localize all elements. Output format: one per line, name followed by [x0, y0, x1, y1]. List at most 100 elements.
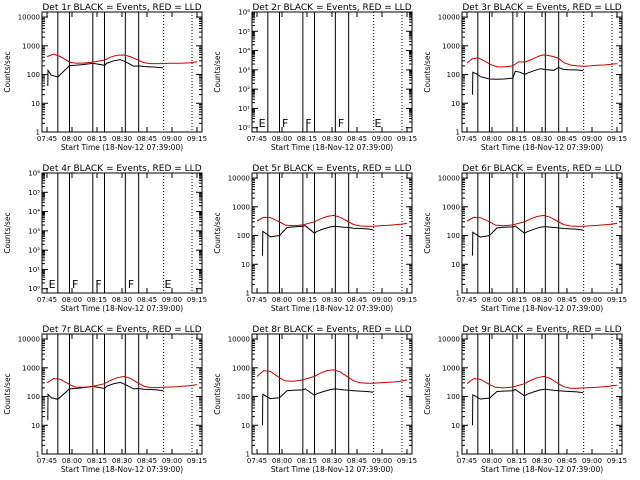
- panel-title: Det 2r BLACK = Events, RED = LLD: [252, 3, 411, 13]
- y-tick-label: 10: [241, 422, 250, 430]
- x-tick-label: 08:45: [347, 457, 367, 465]
- x-tick-label: 07:45: [247, 135, 267, 143]
- y-tick-label: 1: [36, 129, 40, 137]
- plot-frame: [41, 172, 203, 294]
- x-tick-label: 08:45: [557, 457, 577, 465]
- x-tick-label: 08:00: [482, 135, 502, 143]
- series-events: [472, 225, 584, 256]
- y-tick-label: 10³: [28, 227, 40, 235]
- panel-title: Det 4r BLACK = Events, RED = LLD: [42, 164, 201, 174]
- panel-det-1r: Det 1r BLACK = Events, RED = LLD 07:45 08:…: [3, 3, 207, 152]
- series-group: [466, 54, 618, 95]
- series-lld: [46, 53, 198, 65]
- panel-title: Det 8r BLACK = Events, RED = LLD: [252, 325, 411, 335]
- plot-frame: [41, 333, 203, 455]
- panel-det-5r: Det 5r BLACK = Events, RED = LLD 07:45 08:…: [213, 164, 417, 313]
- panel-det-6r: Det 6r BLACK = Events, RED = LLD 07:45 08:…: [423, 164, 627, 313]
- x-tick-label: 08:15: [297, 135, 317, 143]
- event-marker: F: [72, 278, 78, 291]
- y-tick-label: 10⁴: [28, 208, 40, 216]
- event-marker: F: [305, 117, 311, 130]
- series-lld: [256, 369, 408, 384]
- x-tick-label: 08:45: [557, 296, 577, 304]
- x-tick-label: 08:45: [557, 135, 577, 143]
- event-marker: F: [282, 117, 288, 130]
- event-marker: E: [49, 278, 56, 291]
- x-tick-label: 07:45: [247, 296, 267, 304]
- panel-det-3r: Det 3r BLACK = Events, RED = LLD 07:45 08:…: [423, 3, 627, 152]
- y-tick-label: 10¹: [28, 266, 40, 274]
- y-tick-label: 10⁶: [28, 170, 40, 178]
- y-tick-label: 10000: [228, 336, 250, 344]
- series-events: [472, 66, 584, 95]
- x-tick-label: 08:15: [87, 135, 107, 143]
- series-events: [262, 225, 374, 256]
- y-tick-label: 1: [456, 290, 460, 298]
- x-axis-label: Start Time (18-Nov-12 07:39:00): [61, 143, 183, 152]
- y-tick-label: 10: [451, 100, 460, 108]
- y-tick-label: 10000: [18, 336, 40, 344]
- x-tick-label: 08:45: [137, 296, 157, 304]
- x-tick-label: 07:45: [457, 457, 477, 465]
- series-events: [472, 388, 584, 426]
- x-tick-label: 09:00: [582, 457, 602, 465]
- y-tick-label: 1: [246, 290, 250, 298]
- plot-frame: [251, 11, 413, 133]
- plot-frame: [41, 11, 203, 133]
- y-tick-label: 1000: [22, 364, 40, 372]
- x-tick-label: 08:30: [532, 135, 552, 143]
- x-tick-label: 08:15: [507, 457, 527, 465]
- x-tick-label: 08:30: [112, 135, 132, 143]
- y-tick-label: 1: [456, 451, 460, 459]
- x-tick-label: 08:00: [272, 457, 292, 465]
- x-axis-label: Start Time (18-Nov-12 07:39:00): [481, 143, 603, 152]
- x-tick-label: 08:00: [272, 296, 292, 304]
- y-tick-label: 100: [27, 71, 40, 79]
- panel-title: Det 3r BLACK = Events, RED = LLD: [462, 3, 621, 13]
- x-axis-label: Start Time (18-Nov-12 07:39:00): [481, 465, 603, 474]
- y-tick-label: 100: [447, 393, 460, 401]
- y-tick-label: 10: [451, 261, 460, 269]
- event-marker: F: [95, 278, 101, 291]
- x-tick-label: 09:15: [607, 457, 627, 465]
- x-tick-label: 09:00: [162, 457, 182, 465]
- x-tick-label: 09:00: [372, 135, 392, 143]
- y-tick-label: 10000: [438, 336, 460, 344]
- y-tick-label: 1000: [22, 42, 40, 50]
- y-tick-label: 10000: [438, 14, 460, 22]
- x-tick-label: 09:15: [187, 296, 207, 304]
- x-tick-label: 07:45: [247, 457, 267, 465]
- x-tick-label: 09:00: [582, 135, 602, 143]
- panel-det-4r: Det 4r BLACK = Events, RED = LLD E F F F E 07:…: [3, 164, 207, 313]
- panel-title: Det 6r BLACK = Events, RED = LLD: [462, 164, 621, 174]
- series-group: [466, 375, 618, 426]
- panel-det-8r: Det 8r BLACK = Events, RED = LLD 07:45 08:…: [213, 325, 417, 474]
- panel-title: Det 9r BLACK = Events, RED = LLD: [462, 325, 621, 335]
- y-tick-label: 10²: [238, 86, 250, 94]
- event-marker: E: [165, 278, 172, 291]
- y-tick-label: 100: [237, 393, 250, 401]
- x-tick-label: 08:15: [507, 135, 527, 143]
- panel-det-2r: Det 2r BLACK = Events, RED = LLD E F F F E 07:…: [213, 3, 417, 152]
- y-axis-label: Counts/sec: [213, 373, 222, 414]
- y-axis-label: Counts/sec: [3, 373, 12, 414]
- y-axis-label: Counts/sec: [213, 212, 222, 253]
- series-events: [47, 381, 164, 421]
- x-tick-label: 08:45: [137, 457, 157, 465]
- y-tick-label: 1: [246, 451, 250, 459]
- y-axis-label: Counts/sec: [423, 51, 432, 92]
- y-tick-label: 10: [31, 100, 40, 108]
- y-tick-label: 10⁰: [28, 285, 40, 293]
- y-tick-label: 10⁵: [28, 189, 40, 197]
- x-tick-label: 07:45: [37, 296, 57, 304]
- y-axis-label: Counts/sec: [213, 51, 222, 92]
- x-tick-label: 07:45: [37, 457, 57, 465]
- x-tick-label: 08:45: [347, 135, 367, 143]
- series-events: [262, 388, 374, 426]
- y-tick-label: 1: [36, 451, 40, 459]
- y-tick-label: 10⁴: [238, 47, 250, 55]
- y-tick-label: 10: [31, 422, 40, 430]
- series-lld: [466, 54, 618, 68]
- x-tick-label: 08:30: [322, 296, 342, 304]
- series-lld: [466, 214, 618, 227]
